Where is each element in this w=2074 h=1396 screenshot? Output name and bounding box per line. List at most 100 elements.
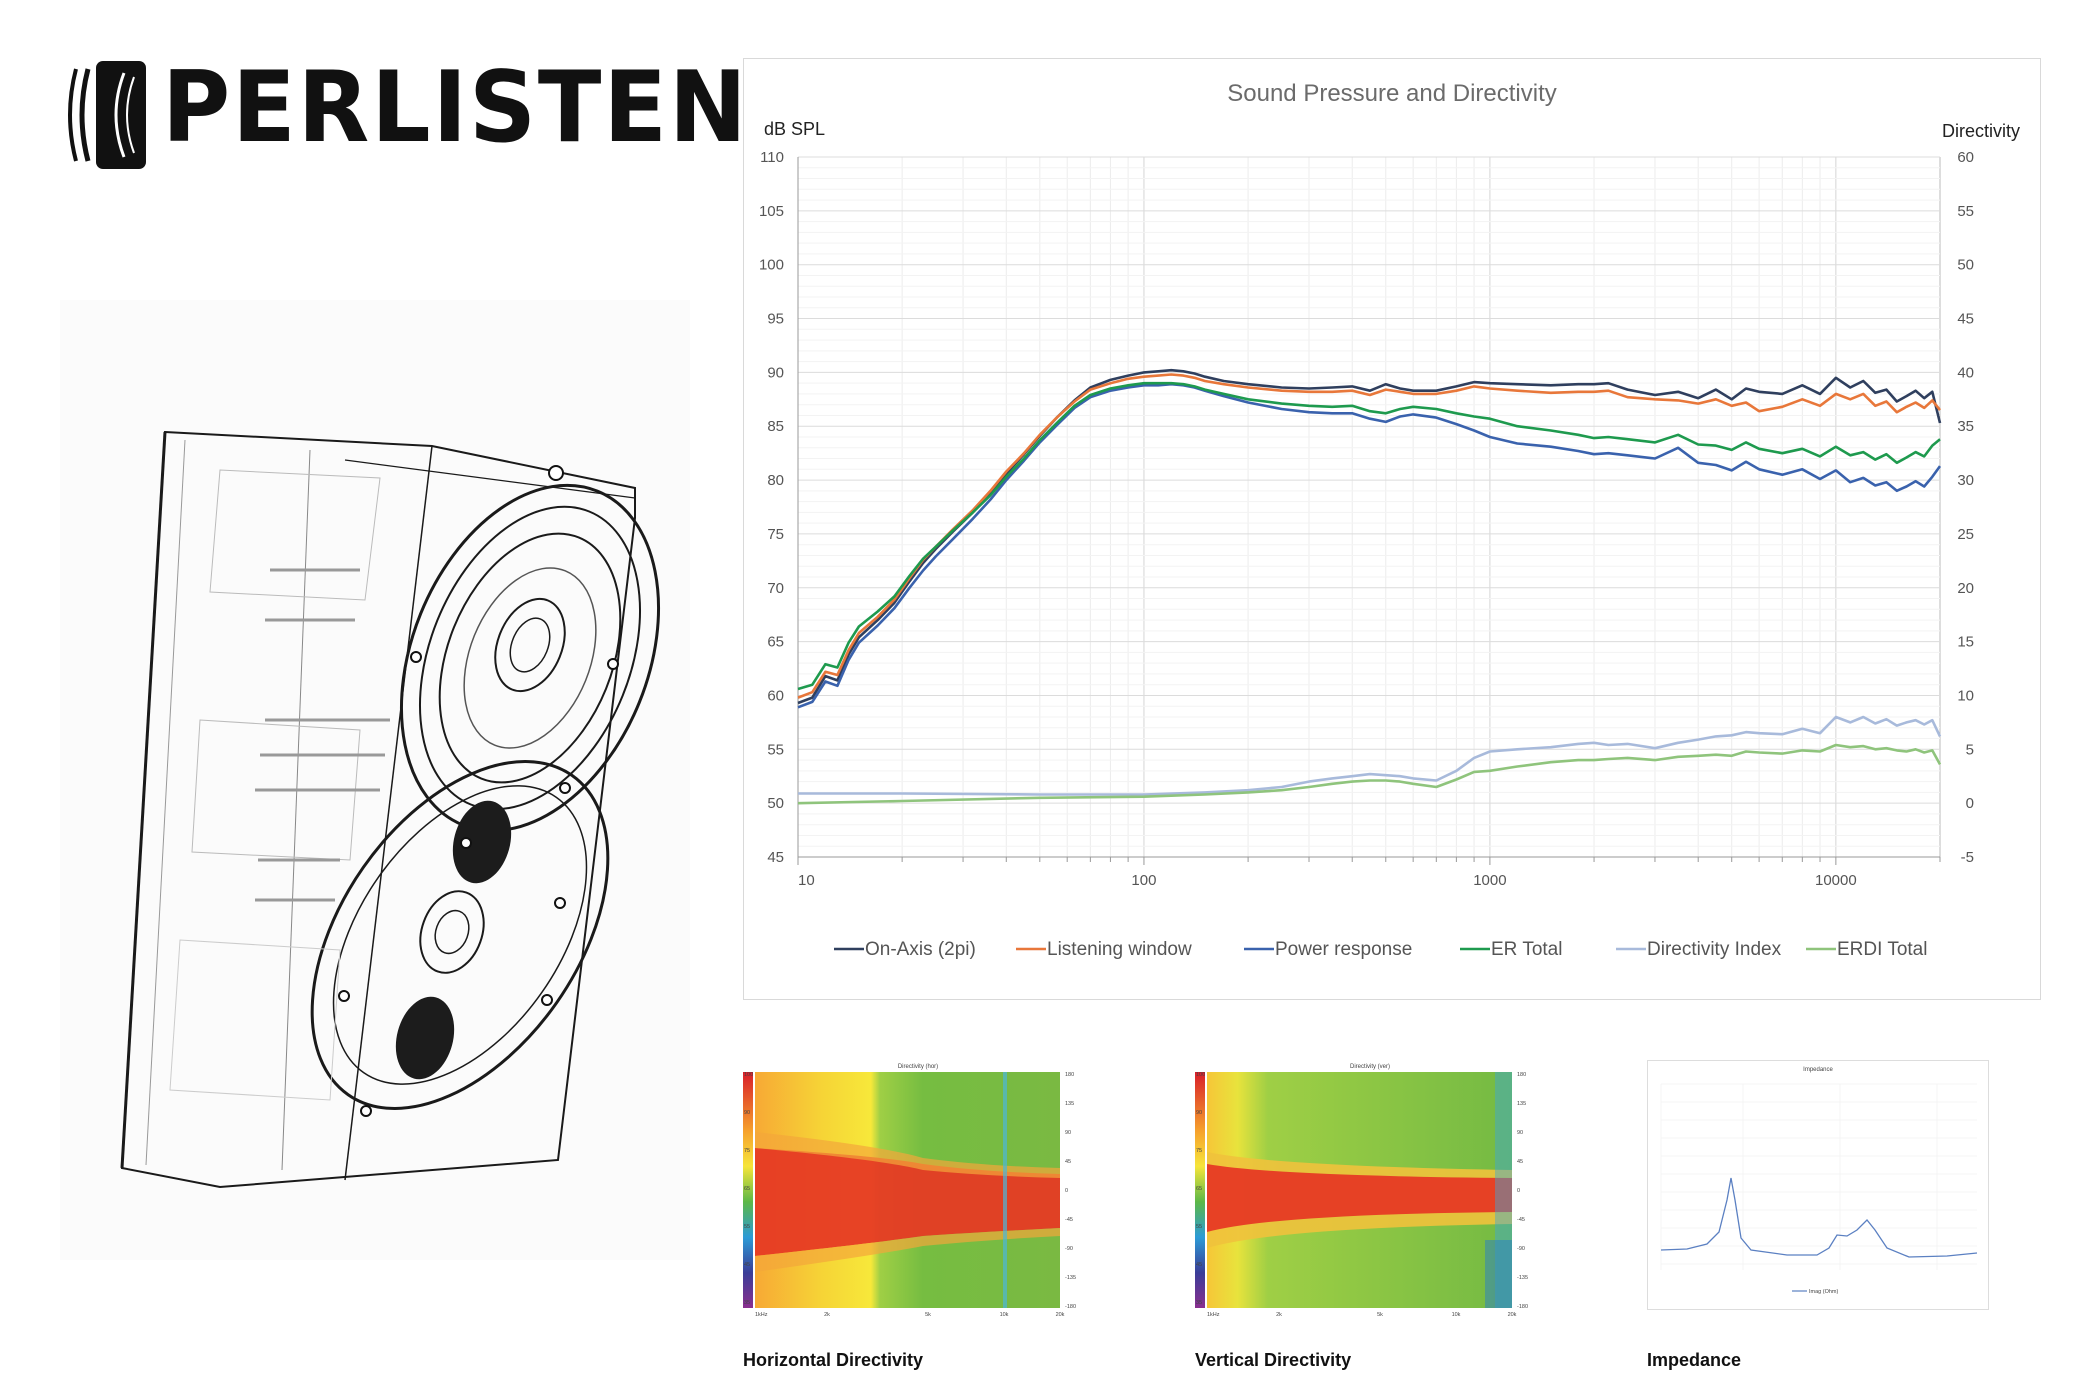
mini-right-tick: 180	[1517, 1072, 1526, 1078]
mini-right-tick: -45	[1065, 1217, 1073, 1223]
y2-tick-label: 10	[1957, 687, 1974, 704]
y-tick-label: 75	[767, 526, 784, 543]
color-scale	[743, 1072, 753, 1308]
mini-right-tick: -45	[1517, 1217, 1525, 1223]
mini-right-tick: 90	[1517, 1130, 1523, 1136]
mini-x-tick: 20k	[1508, 1312, 1517, 1318]
mini-x-tick: 1kHz	[755, 1312, 768, 1318]
y2-tick-label: 45	[1957, 311, 1974, 328]
y-tick-label: 70	[767, 580, 784, 597]
y2-tick-label: 35	[1957, 418, 1974, 435]
horizontal-caption: Horizontal Directivity	[743, 1350, 924, 1370]
y2-tick-label: -5	[1961, 849, 1974, 866]
x-tick-label: 10000	[1815, 872, 1857, 889]
mini-right-tick: -90	[1517, 1246, 1525, 1252]
legend-item: ERDI Total	[1837, 939, 1927, 960]
y2-tick-label: 40	[1957, 364, 1974, 381]
impedance-caption: Impedance	[1647, 1350, 1742, 1370]
vertical-directivity-chart: Directivity (ver) 1kHz 2k 5k 10k 20k 180 135 90…	[1195, 1060, 1545, 1320]
mini-right-tick: 45	[1517, 1159, 1523, 1165]
mini-right-tick: -135	[1517, 1275, 1528, 1281]
mini-left-tick: 35	[1196, 1300, 1202, 1306]
mini-right-tick: -135	[1065, 1275, 1076, 1281]
mini-right-tick: -90	[1065, 1246, 1073, 1252]
mini-x-tick: 20k	[1056, 1312, 1065, 1318]
legend-item: Directivity Index	[1647, 939, 1782, 960]
y2-tick-label: 20	[1957, 580, 1974, 597]
mini-right-tick: 0	[1065, 1188, 1068, 1194]
mini-x-tick: 10k	[1000, 1312, 1009, 1318]
y2-tick-label: 30	[1957, 472, 1974, 489]
horizontal-mini-title: Directivity (hor)	[898, 1064, 938, 1070]
perlisten-logo: PERLISTEN	[62, 55, 747, 175]
speaker-drawing	[60, 300, 690, 1260]
mini-left-tick: 65	[1196, 1186, 1202, 1192]
series-line-3	[797, 381, 1941, 691]
mini-left-tick: 65	[744, 1186, 750, 1192]
y-tick-label: 105	[759, 203, 784, 220]
mini-right-tick: 0	[1517, 1188, 1520, 1194]
mini-right-tick: -180	[1065, 1304, 1076, 1310]
mini-left-tick: 90	[744, 1110, 750, 1116]
mini-left-tick: 100	[1196, 1072, 1205, 1078]
vertical-mini-title: Directivity (ver)	[1350, 1064, 1390, 1070]
y-tick-label: 45	[767, 849, 784, 866]
brand-wordmark: PERLISTEN	[162, 51, 749, 165]
y-tick-label: 85	[767, 418, 784, 435]
series-line-0	[797, 368, 1942, 705]
mini-right-tick: 90	[1065, 1130, 1071, 1136]
horizontal-directivity-chart: Directivity (hor) 1kHz 2k 5k 10k 20k 180 135 90…	[743, 1060, 1093, 1320]
y-tick-label: 110	[760, 149, 784, 166]
y-tick-label: 100	[759, 257, 784, 274]
y-tick-label: 60	[767, 687, 784, 704]
mini-x-tick: 5k	[1377, 1312, 1383, 1318]
chart-grid	[797, 156, 1941, 865]
y2-tick-label: 60	[1957, 149, 1974, 166]
sound-pressure-chart: Sound Pressure and Directivity dB SPL Di…	[743, 58, 2041, 1000]
series-line-4	[798, 715, 1942, 796]
y2-tick-label: 55	[1957, 203, 1974, 220]
mini-left-tick: 55	[1196, 1224, 1202, 1230]
legend-item: On-Axis (2pi)	[865, 939, 976, 960]
mini-right-tick: -180	[1517, 1304, 1528, 1310]
impedance-mini-title: Impedance	[1803, 1067, 1833, 1073]
axis-ticks: 1101051009590858075706560555045605550454…	[759, 149, 1974, 889]
y2-axis-label: Directivity	[1942, 121, 2020, 141]
mini-left-tick: 100	[744, 1072, 753, 1078]
legend-item: Power response	[1275, 939, 1412, 960]
impedance-legend: Imag (Ohm)	[1809, 1289, 1839, 1295]
mini-left-tick: 45	[1196, 1262, 1202, 1268]
mini-left-tick: 75	[1196, 1148, 1202, 1154]
y2-tick-label: 50	[1957, 257, 1974, 274]
mini-x-tick: 2k	[824, 1312, 830, 1318]
x-tick-label: 10	[798, 872, 815, 889]
y2-tick-label: 5	[1966, 741, 1974, 758]
legend-item: Listening window	[1047, 939, 1192, 960]
mini-x-tick: 1kHz	[1207, 1312, 1220, 1318]
logo-mark-icon	[68, 61, 146, 169]
mini-left-tick: 90	[1196, 1110, 1202, 1116]
mini-left-tick: 35	[744, 1300, 750, 1306]
y-tick-label: 90	[767, 364, 784, 381]
x-tick-label: 1000	[1473, 872, 1506, 889]
mini-right-tick: 45	[1065, 1159, 1071, 1165]
y2-tick-label: 25	[1957, 526, 1974, 543]
series-line-5	[797, 743, 1942, 805]
series-line-2	[797, 382, 1942, 709]
mini-left-tick: 45	[744, 1262, 750, 1268]
mini-left-tick: 55	[744, 1224, 750, 1230]
chart-legend: On-Axis (2pi) Listening window Power respo…	[834, 939, 1927, 960]
y-axis-label: dB SPL	[764, 119, 825, 139]
legend-item: ER Total	[1491, 939, 1562, 960]
chart-series	[797, 368, 1942, 805]
mini-x-tick: 5k	[925, 1312, 931, 1318]
mini-right-tick: 135	[1517, 1101, 1526, 1107]
mini-right-tick: 180	[1065, 1072, 1074, 1078]
impedance-chart: Impedance Imag (Ohm)	[1647, 1060, 1989, 1310]
vertical-caption: Vertical Directivity	[1195, 1350, 1352, 1370]
mini-x-tick: 10k	[1452, 1312, 1461, 1318]
series-line-1	[797, 373, 1942, 699]
mini-left-tick: 75	[744, 1148, 750, 1154]
mini-right-tick: 135	[1065, 1101, 1074, 1107]
chart-title: Sound Pressure and Directivity	[1227, 80, 1556, 107]
